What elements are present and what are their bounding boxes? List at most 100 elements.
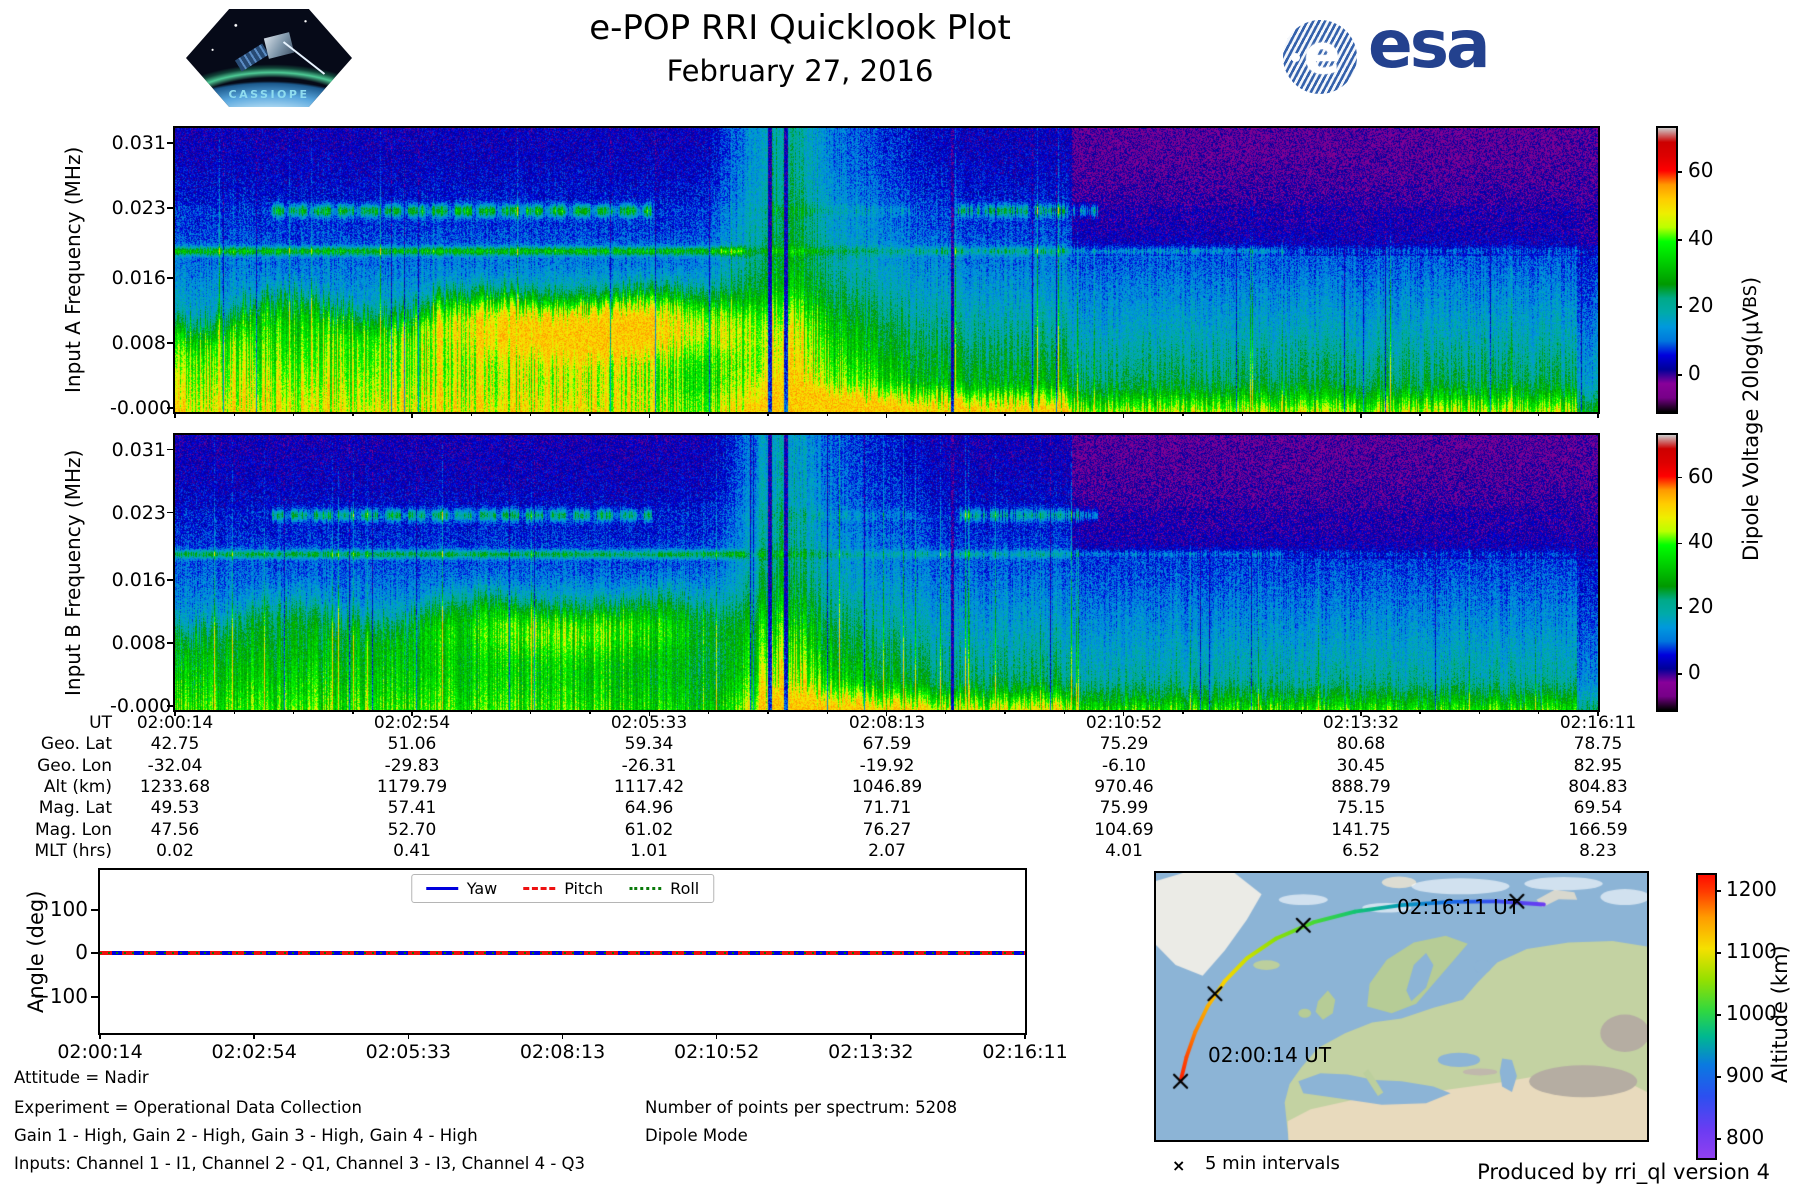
ephemeris-cell: 888.79 <box>1331 776 1391 797</box>
ephemeris-cell: 1046.89 <box>851 776 923 797</box>
freq-tick-label: -0.000 <box>110 397 172 420</box>
page-title: e-POP RRI Quicklook Plot <box>589 8 1011 48</box>
freq-tick-label: 0.016 <box>111 266 166 289</box>
freq-tick-label: 0.031 <box>111 438 166 461</box>
time-tick-mark <box>826 412 828 416</box>
cassiope-logo-text: CASSIOPE <box>228 87 310 101</box>
ephemeris-cell: -29.83 <box>384 755 440 776</box>
time-tick-mark <box>1063 412 1066 416</box>
freq-tick-mark <box>167 642 175 644</box>
angle-xtick-mark <box>715 1033 718 1039</box>
ephemeris-row-label: Geo. Lat <box>40 734 112 755</box>
ephemeris-cell: 71.71 <box>862 798 912 819</box>
interval-marker-legend: 5 min intervals <box>1205 1153 1340 1174</box>
freq-tick-label: 0.016 <box>111 569 166 592</box>
legend-label: Yaw <box>466 879 498 898</box>
alt-colorbar-tick-mark <box>1715 890 1721 892</box>
ephemeris-cell: 02:00:14 <box>136 713 214 733</box>
colorbar-tick-label: 0 <box>1688 361 1701 386</box>
angle-xtick-mark <box>1024 1033 1026 1039</box>
altitude-colorbar <box>1696 873 1717 1160</box>
freq-tick-label: 0.023 <box>111 501 166 524</box>
time-tick-mark <box>470 412 473 416</box>
ephemeris-cell: 8.23 <box>1579 840 1617 861</box>
time-tick-mark <box>1241 710 1243 714</box>
ephemeris-cell: 1179.79 <box>376 776 448 797</box>
ephemeris-cell: 02:05:33 <box>610 713 688 733</box>
freq-tick-label: 0.008 <box>111 331 166 354</box>
ephemeris-cell: 52.70 <box>387 819 437 840</box>
time-tick-mark <box>1478 412 1481 416</box>
time-tick-mark <box>1360 412 1362 418</box>
track-start-time-label: 02:00:14 UT <box>1208 1043 1332 1067</box>
time-tick-mark <box>767 412 769 416</box>
colorbar-tick-label: 20 <box>1688 292 1714 317</box>
map-image <box>1156 873 1647 1140</box>
alt-colorbar-tick-label: 800 <box>1726 1125 1765 1150</box>
ephemeris-cell: 02:02:54 <box>373 713 451 733</box>
time-tick-mark <box>648 710 651 716</box>
time-tick-mark <box>945 412 947 416</box>
time-tick-mark <box>530 710 532 714</box>
time-tick-mark <box>292 710 295 714</box>
ephemeris-cell: 82.95 <box>1573 755 1623 776</box>
ephemeris-cell: 0.41 <box>393 840 431 861</box>
angle-xtick-label: 02:10:52 <box>673 1041 760 1063</box>
ephemeris-cell: -19.92 <box>859 755 915 776</box>
time-tick-mark <box>233 412 235 416</box>
ephemeris-cell: 1233.68 <box>139 776 211 797</box>
time-tick-mark <box>885 412 888 418</box>
ephemeris-row-label: Alt (km) <box>43 776 112 797</box>
legend-item-roll: Roll <box>629 879 699 898</box>
attitude-note: Attitude = Nadir <box>14 1068 149 1087</box>
ephemeris-cell: 6.52 <box>1342 840 1380 861</box>
ground-track-map <box>1154 871 1649 1142</box>
time-tick-mark <box>1300 710 1303 714</box>
ephemeris-cell: 75.29 <box>1099 734 1149 755</box>
legend-item-yaw: Yaw <box>425 879 498 898</box>
ephemeris-cell: 69.54 <box>1573 798 1623 819</box>
angle-xtick-mark <box>561 1033 564 1039</box>
satellite-panel-icon <box>234 43 270 72</box>
freq-tick-label: 0.008 <box>111 632 166 655</box>
legend-item-pitch: Pitch <box>523 879 603 898</box>
esa-globe-icon: e <box>1283 20 1357 94</box>
ephemeris-cell: 1.01 <box>630 840 668 861</box>
ephemeris-cell: -32.04 <box>147 755 203 776</box>
colorbar-tick-label: 40 <box>1688 225 1714 250</box>
angle-ytick-label: 100 <box>49 896 88 921</box>
spectrogram-b-image <box>175 435 1598 710</box>
spectrogram-a-ylabel: Input A Frequency (MHz) <box>61 146 85 394</box>
colorbar-tick-label: 0 <box>1688 660 1701 685</box>
colorbar-tick-mark <box>1676 171 1682 173</box>
ephemeris-cell: 76.27 <box>862 819 912 840</box>
time-tick-mark <box>292 412 295 416</box>
gain-note: Gain 1 - High, Gain 2 - High, Gain 3 - H… <box>14 1126 478 1145</box>
page-date: February 27, 2016 <box>666 54 934 88</box>
roll-line <box>100 952 1025 954</box>
time-tick-mark <box>826 710 828 714</box>
colorbar-tick-label: 40 <box>1688 529 1714 554</box>
angle-xtick-label: 02:00:14 <box>57 1041 143 1063</box>
angle-plot: Yaw Pitch Roll <box>98 868 1027 1035</box>
colorbar-tick-mark <box>1676 607 1682 610</box>
ephemeris-cell: 0.02 <box>156 840 194 861</box>
angle-xtick-label: 02:16:11 <box>982 1041 1068 1063</box>
ephemeris-cell: 61.02 <box>624 819 674 840</box>
angle-ytick-label: −100 <box>33 984 88 1009</box>
ephemeris-cell: -26.31 <box>621 755 677 776</box>
time-tick-mark <box>411 710 413 716</box>
ephemeris-cell: 67.59 <box>862 734 912 755</box>
ephemeris-cell: 02:16:11 <box>1559 713 1637 733</box>
produced-by-text: Produced by rri_ql version 4 <box>1477 1160 1770 1184</box>
angle-ytick-mark <box>91 996 100 998</box>
ephemeris-cell: 59.34 <box>624 734 674 755</box>
ephemeris-cell: 75.15 <box>1336 798 1386 819</box>
ephemeris-cell: 2.07 <box>868 840 906 861</box>
ephemeris-cell: 47.56 <box>150 819 200 840</box>
alt-colorbar-tick-mark <box>1715 1138 1721 1140</box>
time-tick-mark <box>1063 710 1066 714</box>
ephemeris-cell: 104.69 <box>1094 819 1154 840</box>
time-tick-mark <box>411 412 413 418</box>
colorbar-tick-mark <box>1676 374 1682 376</box>
